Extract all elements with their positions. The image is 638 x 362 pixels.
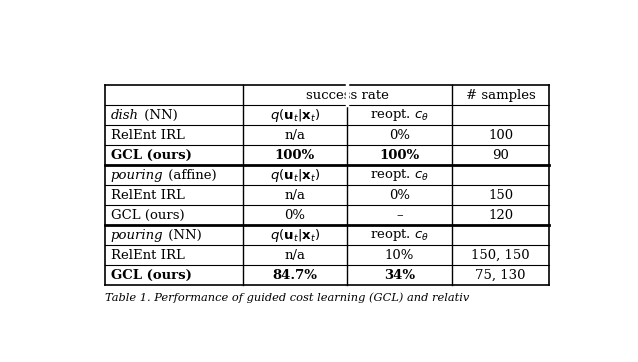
Text: RelEnt IRL: RelEnt IRL bbox=[111, 249, 184, 262]
Text: reopt. $c_\theta$: reopt. $c_\theta$ bbox=[370, 167, 429, 183]
Text: 10%: 10% bbox=[385, 249, 414, 262]
Text: $q(\mathbf{u}_t|\mathbf{x}_t)$: $q(\mathbf{u}_t|\mathbf{x}_t)$ bbox=[270, 227, 320, 244]
Text: 0%: 0% bbox=[389, 189, 410, 202]
Text: # samples: # samples bbox=[466, 89, 535, 101]
Text: GCL (ours): GCL (ours) bbox=[111, 148, 191, 161]
Text: n/a: n/a bbox=[285, 189, 306, 202]
Text: pouring: pouring bbox=[111, 229, 163, 242]
Text: n/a: n/a bbox=[285, 129, 306, 142]
Text: 84.7%: 84.7% bbox=[272, 269, 317, 282]
Text: 150, 150: 150, 150 bbox=[471, 249, 530, 262]
Text: GCL (ours): GCL (ours) bbox=[111, 209, 184, 222]
Text: success rate: success rate bbox=[306, 89, 389, 101]
Text: $q(\mathbf{u}_t|\mathbf{x}_t)$: $q(\mathbf{u}_t|\mathbf{x}_t)$ bbox=[270, 106, 320, 123]
Text: reopt. $c_\theta$: reopt. $c_\theta$ bbox=[370, 107, 429, 123]
Text: 100: 100 bbox=[488, 129, 513, 142]
Text: 34%: 34% bbox=[384, 269, 415, 282]
Text: 150: 150 bbox=[488, 189, 513, 202]
Text: 0%: 0% bbox=[389, 129, 410, 142]
Text: 100%: 100% bbox=[380, 148, 420, 161]
Text: reopt. $c_\theta$: reopt. $c_\theta$ bbox=[370, 227, 429, 243]
Text: dish: dish bbox=[111, 109, 138, 122]
Text: Table 1. Performance of guided cost learning (GCL) and relativ: Table 1. Performance of guided cost lear… bbox=[105, 293, 469, 303]
Text: 120: 120 bbox=[488, 209, 513, 222]
Text: –: – bbox=[396, 209, 403, 222]
Text: RelEnt IRL: RelEnt IRL bbox=[111, 189, 184, 202]
Text: pouring: pouring bbox=[111, 169, 163, 182]
Text: 90: 90 bbox=[492, 148, 509, 161]
Text: GCL (ours): GCL (ours) bbox=[111, 269, 191, 282]
Text: RelEnt IRL: RelEnt IRL bbox=[111, 129, 184, 142]
Text: 100%: 100% bbox=[275, 148, 315, 161]
Text: 0%: 0% bbox=[285, 209, 306, 222]
Text: $q(\mathbf{u}_t|\mathbf{x}_t)$: $q(\mathbf{u}_t|\mathbf{x}_t)$ bbox=[270, 167, 320, 184]
Text: n/a: n/a bbox=[285, 249, 306, 262]
Text: (affine): (affine) bbox=[164, 169, 217, 182]
Text: 75, 130: 75, 130 bbox=[475, 269, 526, 282]
Text: (NN): (NN) bbox=[164, 229, 202, 242]
Text: (NN): (NN) bbox=[140, 109, 177, 122]
